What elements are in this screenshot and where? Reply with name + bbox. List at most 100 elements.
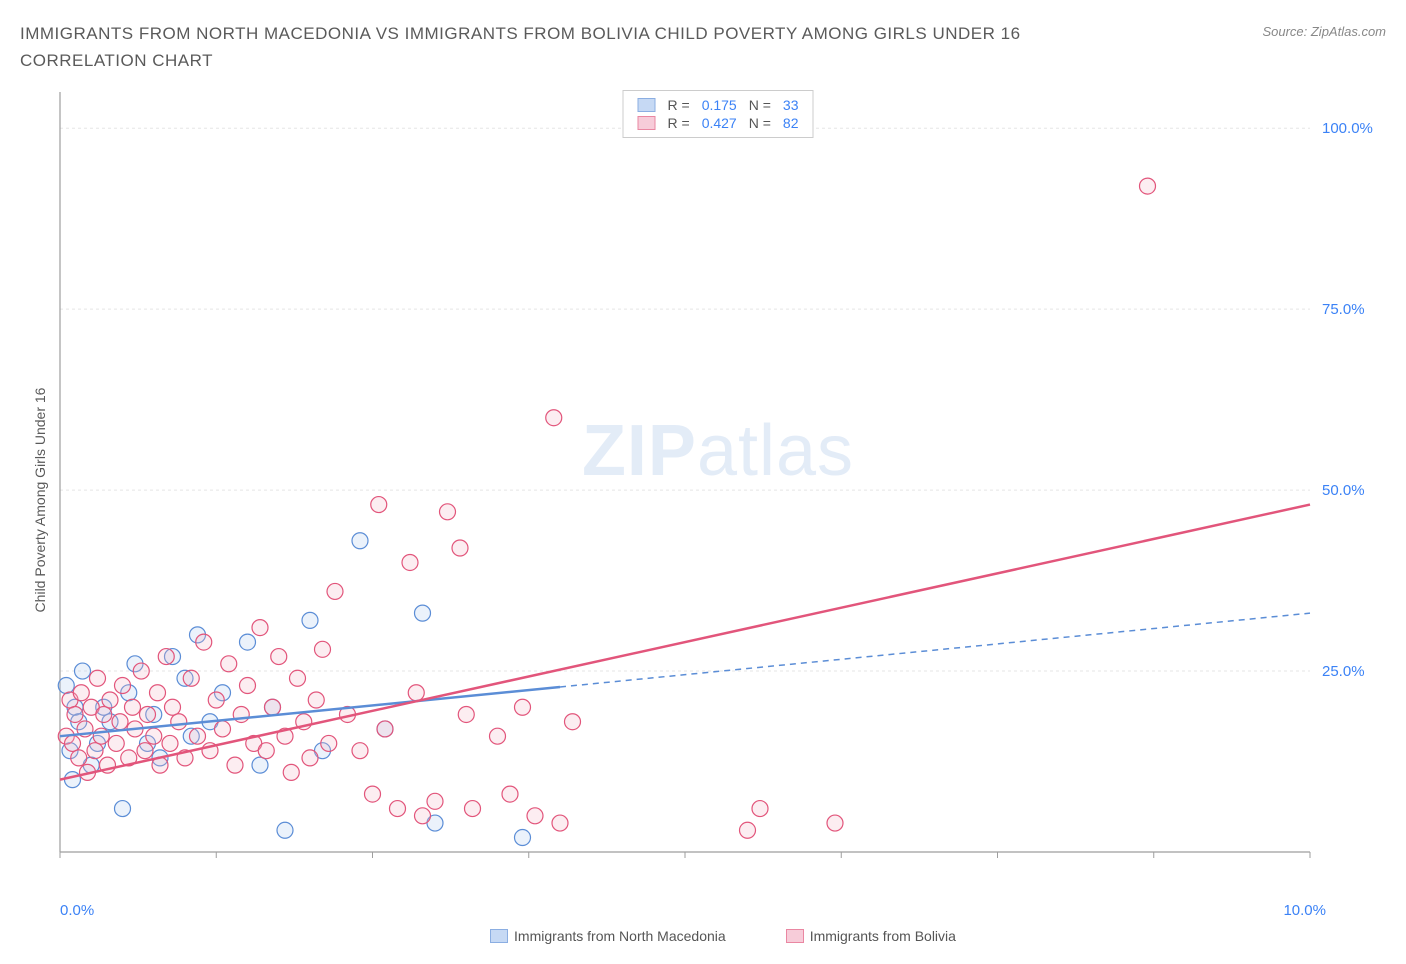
source-label: Source: ZipAtlas.com: [1262, 20, 1386, 39]
data-point: [240, 678, 256, 694]
y-tick-label: 25.0%: [1322, 663, 1365, 680]
data-point: [740, 823, 756, 839]
data-point: [221, 656, 237, 672]
data-point: [252, 620, 268, 636]
data-point: [67, 707, 83, 723]
data-point: [258, 743, 274, 759]
legend-swatch: [638, 116, 656, 130]
legend-swatch: [786, 929, 804, 943]
data-point: [365, 786, 381, 802]
data-point: [58, 678, 74, 694]
trend-line-ext: [560, 614, 1310, 688]
series-name: Immigrants from Bolivia: [810, 928, 956, 944]
data-point: [308, 692, 324, 708]
data-point: [415, 808, 431, 824]
data-point: [146, 729, 162, 745]
series-name: Immigrants from North Macedonia: [514, 928, 726, 944]
data-point: [102, 692, 118, 708]
legend-row: R =0.427N =82: [638, 115, 799, 131]
data-point: [440, 504, 456, 520]
x-max-label: 10.0%: [1283, 902, 1326, 919]
r-value: 0.427: [702, 115, 737, 131]
data-point: [208, 692, 224, 708]
data-point: [162, 736, 178, 752]
data-point: [190, 729, 206, 745]
data-point: [112, 714, 128, 730]
data-point: [302, 750, 318, 766]
data-point: [171, 714, 187, 730]
data-point: [527, 808, 543, 824]
data-point: [158, 649, 174, 665]
data-point: [377, 721, 393, 737]
data-point: [133, 663, 149, 679]
data-point: [227, 758, 243, 774]
data-point: [402, 555, 418, 571]
data-point: [1140, 178, 1156, 194]
data-point: [502, 786, 518, 802]
data-point: [515, 830, 531, 846]
data-point: [73, 685, 89, 701]
series-legend-item: Immigrants from North Macedonia: [490, 928, 726, 944]
data-point: [515, 700, 531, 716]
r-label: R =: [668, 115, 690, 131]
data-point: [552, 815, 568, 831]
data-point: [565, 714, 581, 730]
y-tick-label: 100.0%: [1322, 121, 1373, 138]
data-point: [140, 707, 156, 723]
data-point: [271, 649, 287, 665]
data-point: [390, 801, 406, 817]
data-point: [240, 634, 256, 650]
data-point: [115, 801, 131, 817]
data-point: [327, 584, 343, 600]
data-point: [452, 540, 468, 556]
data-point: [90, 671, 106, 687]
scatter-plot: 25.0% 50.0% 75.0% 100.0%: [50, 82, 1380, 872]
y-axis-label: Child Poverty Among Girls Under 16: [32, 388, 48, 613]
n-label: N =: [749, 97, 771, 113]
data-point: [252, 758, 268, 774]
data-point: [115, 678, 131, 694]
data-point: [752, 801, 768, 817]
data-point: [302, 613, 318, 629]
data-point: [65, 772, 81, 788]
data-point: [321, 736, 337, 752]
data-point: [283, 765, 299, 781]
n-value: 33: [783, 97, 799, 113]
data-point: [108, 736, 124, 752]
data-point: [408, 685, 424, 701]
data-point: [490, 729, 506, 745]
data-point: [137, 743, 153, 759]
data-point: [215, 721, 231, 737]
data-point: [87, 743, 103, 759]
chart-title: IMMIGRANTS FROM NORTH MACEDONIA VS IMMIG…: [20, 20, 1120, 74]
data-point: [352, 743, 368, 759]
data-point: [415, 606, 431, 622]
legend-swatch: [638, 98, 656, 112]
x-min-label: 0.0%: [60, 902, 94, 919]
data-point: [96, 707, 112, 723]
y-tick-label: 50.0%: [1322, 482, 1365, 499]
x-axis-labels: 0.0% 10.0%: [60, 902, 1326, 922]
data-point: [150, 685, 166, 701]
data-point: [827, 815, 843, 831]
data-point: [165, 700, 181, 716]
y-tick-label: 75.0%: [1322, 302, 1365, 319]
data-point: [546, 410, 562, 426]
data-point: [265, 700, 281, 716]
data-point: [196, 634, 212, 650]
legend-row: R =0.175N =33: [638, 97, 799, 113]
data-point: [290, 671, 306, 687]
data-point: [71, 750, 87, 766]
series-legend: Immigrants from North Macedonia Immigrant…: [60, 922, 1386, 944]
data-point: [75, 663, 91, 679]
data-point: [465, 801, 481, 817]
data-point: [427, 794, 443, 810]
data-point: [277, 823, 293, 839]
data-point: [183, 671, 199, 687]
data-point: [371, 497, 387, 513]
data-point: [125, 700, 141, 716]
data-point: [458, 707, 474, 723]
data-point: [352, 533, 368, 549]
legend-swatch: [490, 929, 508, 943]
n-label: N =: [749, 115, 771, 131]
